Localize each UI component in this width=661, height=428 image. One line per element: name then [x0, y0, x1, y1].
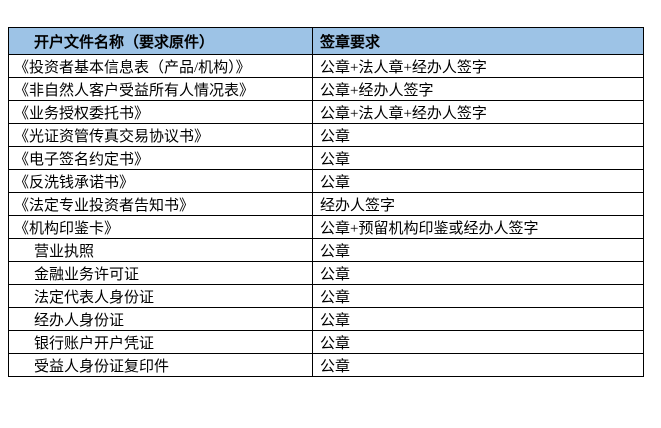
- document-name-cell: 《光证资管传真交易协议书》: [8, 123, 313, 147]
- document-name-cell: 受益人身份证复印件: [8, 353, 313, 377]
- document-name-cell: 《投资者基本信息表（产品/机构）》: [8, 54, 313, 78]
- seal-requirement-cell: 公章: [312, 330, 644, 354]
- table-row: 《投资者基本信息表（产品/机构）》 公章+法人章+经办人签字: [8, 54, 644, 78]
- document-name-cell: 《电子签名约定书》: [8, 146, 313, 170]
- seal-requirement-cell: 公章: [312, 146, 644, 170]
- seal-requirement-cell: 公章: [312, 123, 644, 147]
- table-row: 经办人身份证 公章: [8, 307, 644, 331]
- seal-requirement-cell: 公章+法人章+经办人签字: [312, 54, 644, 78]
- document-name-cell: 金融业务许可证: [8, 261, 313, 285]
- seal-requirement-cell: 公章: [312, 284, 644, 308]
- document-name-cell: 法定代表人身份证: [8, 284, 313, 308]
- seal-requirement-cell: 公章: [312, 169, 644, 193]
- account-opening-documents-table: 开户文件名称（要求原件） 签章要求 《投资者基本信息表（产品/机构）》 公章+法…: [8, 27, 644, 377]
- seal-requirement-cell: 公章: [312, 261, 644, 285]
- header-seal-requirement: 签章要求: [312, 27, 644, 55]
- table-row: 《反洗钱承诺书》 公章: [8, 169, 644, 193]
- table-row: 《法定专业投资者告知书》 经办人签字: [8, 192, 644, 216]
- document-name-cell: 《非自然人客户受益所有人情况表》: [8, 77, 313, 101]
- document-name-cell: 《反洗钱承诺书》: [8, 169, 313, 193]
- document-name-cell: 营业执照: [8, 238, 313, 262]
- table-row: 法定代表人身份证 公章: [8, 284, 644, 308]
- seal-requirement-cell: 公章+经办人签字: [312, 77, 644, 101]
- seal-requirement-cell: 公章: [312, 238, 644, 262]
- seal-requirement-cell: 公章+法人章+经办人签字: [312, 100, 644, 124]
- table-row: 《机构印鉴卡》 公章+预留机构印鉴或经办人签字: [8, 215, 644, 239]
- table-row: 《非自然人客户受益所有人情况表》 公章+经办人签字: [8, 77, 644, 101]
- table-row: 营业执照 公章: [8, 238, 644, 262]
- document-name-cell: 《法定专业投资者告知书》: [8, 192, 313, 216]
- table-row: 《业务授权委托书》 公章+法人章+经办人签字: [8, 100, 644, 124]
- seal-requirement-cell: 公章: [312, 307, 644, 331]
- seal-requirement-cell: 公章: [312, 353, 644, 377]
- table-row: 《电子签名约定书》 公章: [8, 146, 644, 170]
- document-name-cell: 经办人身份证: [8, 307, 313, 331]
- document-name-cell: 《机构印鉴卡》: [8, 215, 313, 239]
- table-header-row: 开户文件名称（要求原件） 签章要求: [8, 27, 644, 55]
- table-row: 《光证资管传真交易协议书》 公章: [8, 123, 644, 147]
- table-row: 金融业务许可证 公章: [8, 261, 644, 285]
- header-document-name: 开户文件名称（要求原件）: [8, 27, 313, 55]
- table-row: 银行账户开户凭证 公章: [8, 330, 644, 354]
- seal-requirement-cell: 经办人签字: [312, 192, 644, 216]
- seal-requirement-cell: 公章+预留机构印鉴或经办人签字: [312, 215, 644, 239]
- document-name-cell: 银行账户开户凭证: [8, 330, 313, 354]
- document-name-cell: 《业务授权委托书》: [8, 100, 313, 124]
- table-row: 受益人身份证复印件 公章: [8, 353, 644, 377]
